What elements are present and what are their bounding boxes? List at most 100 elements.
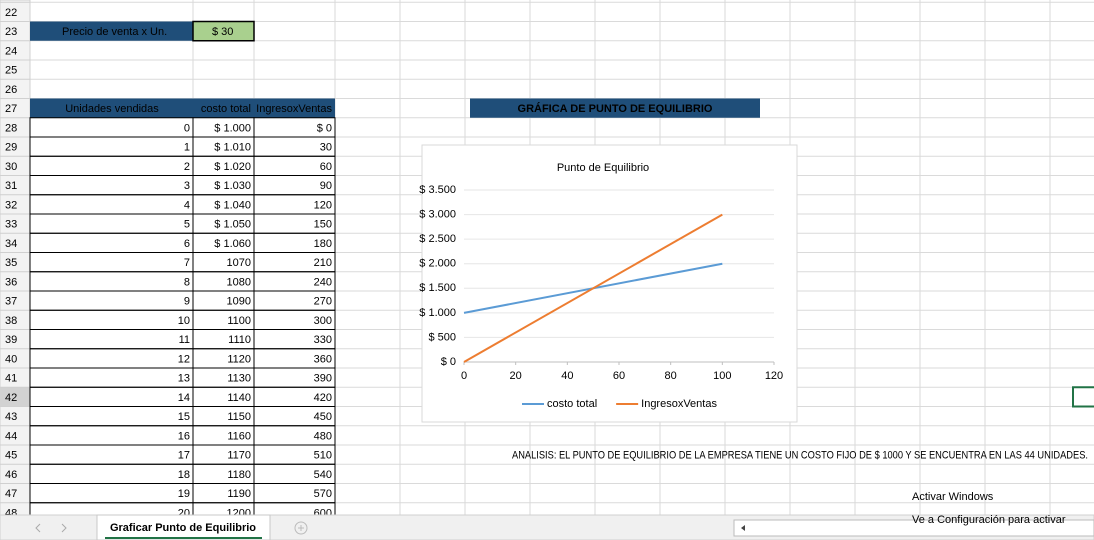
table-cell-text: $ 1.040	[214, 199, 251, 211]
table-cell-text: $ 1.060	[214, 238, 251, 250]
table-cell-text: 210	[314, 257, 332, 269]
sheet-tab-label[interactable]: Graficar Punto de Equilibrio	[110, 522, 256, 534]
row-number: 28	[5, 122, 17, 134]
row-number: 25	[5, 65, 17, 77]
table-cell-text: 4	[184, 199, 190, 211]
chart-header-bar	[470, 98, 760, 118]
table-cell-text: 30	[320, 142, 332, 154]
table-cell-text: 7	[184, 257, 190, 269]
table-cell-text: 19	[178, 488, 190, 500]
table-header-cell: Unidades vendidas	[65, 103, 159, 115]
table-cell-text: 15	[178, 411, 190, 423]
x-tick-label: 100	[713, 370, 731, 382]
add-sheet-plus	[298, 525, 304, 531]
row-number: 42	[5, 392, 17, 404]
watermark-subtitle: Ve a Configuración para activar	[912, 514, 1066, 526]
table-cell-text: 570	[314, 488, 332, 500]
chart-title: Punto de Equilibrio	[557, 162, 649, 174]
x-tick-label: 40	[561, 370, 573, 382]
table-cell-text: 9	[184, 296, 190, 308]
row-number: 38	[5, 315, 17, 327]
table-cell-text: 480	[314, 430, 332, 442]
row-number: 27	[5, 103, 17, 115]
table-cell-text: 270	[314, 296, 332, 308]
y-tick-label: $ 500	[428, 331, 456, 343]
price-value-cell	[192, 20, 255, 42]
table-cell-text: 450	[314, 411, 332, 423]
table-cell-text: 1130	[227, 373, 251, 385]
y-tick-label: $ 0	[441, 356, 456, 368]
table-cell-text: 17	[178, 450, 190, 462]
table-cell-text: 11	[179, 334, 190, 346]
table-cell-text: 3	[184, 180, 190, 192]
table-cell-text: 18	[178, 469, 190, 481]
table-cell-text: 330	[314, 334, 332, 346]
row-number: 31	[5, 180, 17, 192]
table-cell-text: 150	[314, 219, 332, 231]
table-cell-text: 1180	[227, 469, 251, 481]
row-number: 46	[5, 469, 17, 481]
row-number: 33	[5, 219, 17, 231]
x-tick-label: 0	[461, 370, 467, 382]
scroll-left-arrow[interactable]	[741, 525, 745, 531]
table-cell-text: 1	[184, 142, 190, 154]
table-cell-text: 390	[314, 373, 332, 385]
row-number: 40	[5, 353, 17, 365]
table-cell-text: 90	[320, 180, 332, 192]
row-number: 36	[5, 276, 17, 288]
row-number: 32	[5, 199, 17, 211]
table-cell-text: 13	[178, 373, 190, 385]
watermark-title: Activar Windows	[912, 491, 994, 503]
table-cell-text: $ 1.020	[214, 161, 251, 173]
table-cell-text: 180	[314, 238, 332, 250]
table-cell-text: $ 1.000	[214, 122, 251, 134]
x-tick-label: 60	[613, 370, 625, 382]
row-number: 34	[5, 238, 17, 250]
row-number: 35	[5, 257, 17, 269]
table-cell-text: 1100	[227, 315, 251, 327]
sheet-tab[interactable]	[96, 514, 271, 540]
series-line	[463, 213, 723, 363]
selected-cell	[1072, 386, 1094, 408]
table-cell-text: 510	[314, 450, 332, 462]
table-cell-text: 14	[178, 392, 190, 404]
x-tick-label: 80	[665, 370, 677, 382]
row-number: 45	[5, 450, 17, 462]
row-number: 41	[5, 373, 17, 385]
table-cell-text: 10	[178, 315, 190, 327]
horizontal-scrollbar[interactable]	[733, 519, 1094, 537]
table-cell-text: 1070	[227, 257, 251, 269]
table-cell-text: 12	[178, 353, 190, 365]
tab-nav-arrows[interactable]	[35, 523, 67, 533]
row-number: 44	[5, 430, 17, 442]
row-number: 24	[5, 45, 17, 57]
add-sheet-button[interactable]	[294, 521, 308, 535]
table-cell-text: 2	[184, 161, 190, 173]
y-tick-label: $ 1.000	[419, 307, 456, 319]
table-cell-text: 540	[314, 469, 332, 481]
row-header-selected	[0, 387, 30, 407]
price-value: $ 30	[212, 26, 233, 38]
table-cell-text: 6	[184, 238, 190, 250]
table-cell-text: $ 1.010	[214, 142, 251, 154]
table-cell-text: $ 1.050	[214, 219, 251, 231]
table-cell-text: 1170	[227, 450, 251, 462]
table-cell-text: 300	[314, 315, 332, 327]
table-cell-text: 1190	[227, 488, 251, 500]
row-number: 39	[5, 334, 17, 346]
table-cell-text: $ 1.030	[214, 180, 251, 192]
table-cell-text: 360	[314, 353, 332, 365]
chart-header: GRÁFICA DE PUNTO DE EQUILIBRIO	[518, 102, 713, 115]
y-tick-label: $ 3.500	[419, 184, 456, 196]
price-label-cell	[30, 21, 193, 41]
price-label: Precio de venta x Un.	[62, 26, 167, 38]
x-tick-label: 120	[765, 370, 783, 382]
row-number: 29	[5, 142, 17, 154]
x-tick-label: 20	[510, 370, 522, 382]
table-cell-text: 1140	[227, 392, 251, 404]
row-number: 22	[5, 7, 17, 19]
row-header-column	[0, 0, 31, 516]
table-cell-text: 5	[184, 219, 190, 231]
row-number: 37	[5, 296, 17, 308]
table-cell-text: 1160	[227, 430, 251, 442]
